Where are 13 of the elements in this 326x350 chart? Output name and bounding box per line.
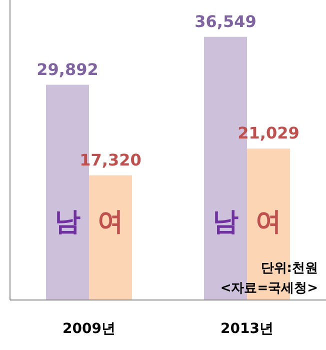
data-label: 21,029 (238, 124, 300, 143)
bar (89, 175, 132, 300)
text: 남 (212, 207, 238, 237)
data-label: 36,549 (194, 12, 256, 31)
data-label: 29,892 (36, 60, 98, 79)
annotation: 단위:천원 (260, 261, 318, 276)
series-label: 여 (98, 207, 124, 237)
data-label: 17,320 (80, 150, 142, 170)
x-tick-label: 2013년 (220, 321, 274, 337)
annotation: <자료=국세청> (220, 281, 318, 296)
x-tick-label: 2009년 (62, 321, 116, 337)
series-label: 남 (54, 207, 80, 237)
text: 여 (256, 207, 282, 237)
